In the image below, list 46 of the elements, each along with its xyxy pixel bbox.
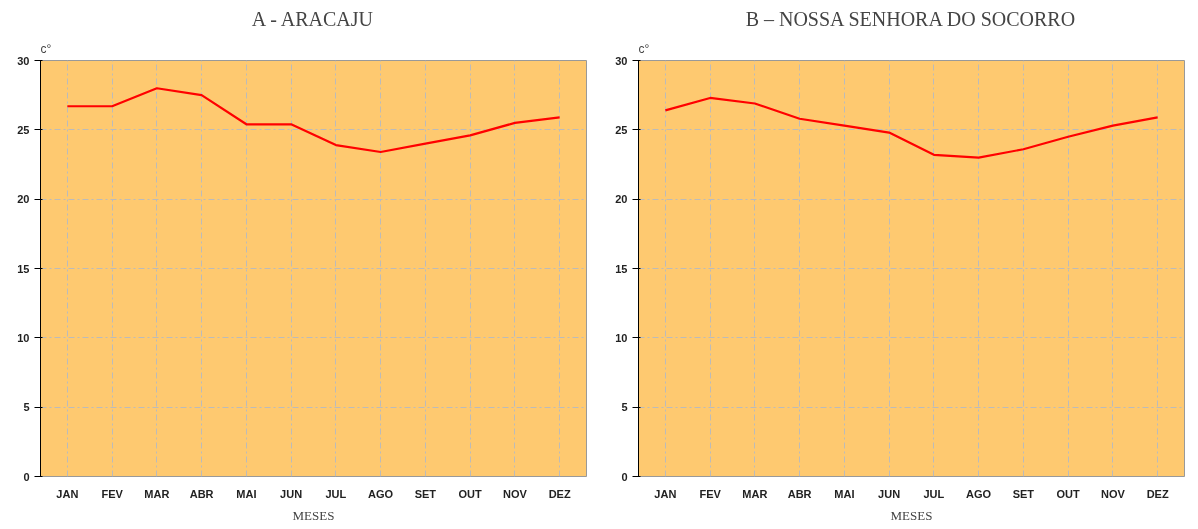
x-tick-label: FEV [101, 487, 124, 500]
y-tick-label: 10 [17, 331, 30, 344]
x-tick-label: FEV [699, 487, 722, 500]
y-tick-label: 5 [23, 401, 30, 414]
x-tick-label: SET [1012, 487, 1035, 500]
x-tick-label: MAI [834, 487, 855, 500]
x-tick-label: JUL [325, 487, 347, 500]
y-tick-label: 30 [17, 54, 30, 67]
x-tick-label: JAN [56, 487, 79, 500]
line-series [66, 87, 561, 154]
x-tick-label: JUL [923, 487, 945, 500]
y-tick-label: 20 [17, 193, 30, 206]
x-tick-label: MAR [144, 487, 170, 500]
x-tick-label: MAR [742, 487, 768, 500]
x-tick-label: SET [414, 487, 437, 500]
y-tick-label: 0 [23, 470, 30, 483]
y-tick-label: 20 [615, 193, 628, 206]
y-tick-label: 0 [621, 470, 628, 483]
y-tick-label: 10 [615, 331, 628, 344]
x-tick-label: AGO [966, 487, 992, 500]
x-tick-label: ABR [189, 487, 214, 500]
x-tick-label: NOV [502, 487, 528, 500]
x-tick-label: DEZ [1146, 487, 1169, 500]
y-axis-title: c° [40, 41, 52, 56]
y-tick-label: 5 [621, 401, 628, 414]
x-axis-title: MESES [890, 507, 933, 523]
y-tick-label: 15 [615, 262, 628, 275]
x-tick-label: JAN [654, 487, 677, 500]
x-tick-label: AGO [368, 487, 394, 500]
x-tick-label: OUT [1056, 487, 1081, 500]
y-axis-title: c° [638, 41, 650, 56]
y-tick-label: 25 [615, 123, 628, 136]
chart-title: B – NOSSA SENHORA DO SOCORRO [745, 7, 1076, 30]
x-tick-label: DEZ [548, 487, 571, 500]
x-tick-label: NOV [1100, 487, 1126, 500]
x-tick-label: MAI [236, 487, 257, 500]
chart-title: A - ARACAJU [251, 7, 374, 30]
y-tick-label: 30 [615, 54, 628, 67]
y-tick-label: 15 [17, 262, 30, 275]
x-axis-title: MESES [292, 507, 335, 523]
x-tick-label: JUN [878, 487, 901, 500]
line-series [664, 96, 1159, 159]
x-tick-label: JUN [280, 487, 303, 500]
x-tick-label: OUT [458, 487, 483, 500]
x-tick-label: ABR [787, 487, 812, 500]
y-tick-label: 25 [17, 123, 30, 136]
